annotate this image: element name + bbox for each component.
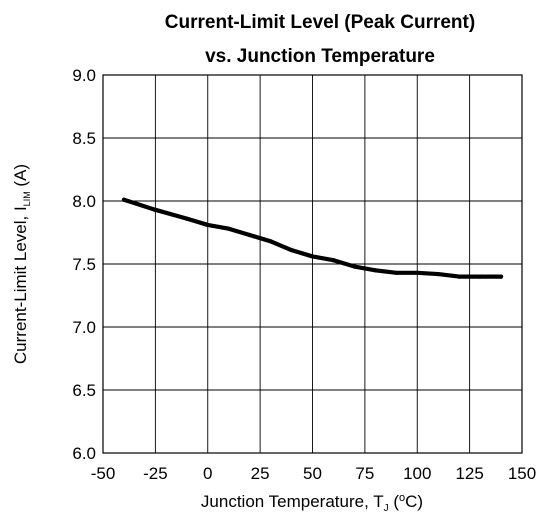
x-tick-label: 25 (251, 464, 270, 483)
data-point (436, 271, 441, 277)
y-tick-label: 6.0 (72, 444, 96, 463)
x-tick-label: -50 (91, 464, 116, 483)
y-tick-label: 8.0 (72, 192, 96, 211)
data-point (310, 254, 315, 259)
data-point (415, 270, 420, 275)
x-axis-label-unit-close: C) (405, 492, 423, 511)
x-axis-label-unit-open: ( (389, 492, 400, 511)
grid-lines (102, 74, 523, 454)
x-axis-label-subscript: J (384, 503, 389, 514)
y-tick-label: 8.5 (72, 129, 96, 148)
data-series (121, 197, 504, 279)
data-point (268, 239, 273, 244)
data-point (498, 274, 504, 279)
x-axis-label-unit-superscript: o (399, 492, 405, 504)
data-point (121, 197, 127, 202)
series-line (121, 197, 504, 279)
data-point (331, 258, 336, 263)
data-point (205, 222, 210, 228)
y-tick-label: 7.0 (72, 318, 96, 337)
data-point (184, 216, 189, 221)
y-axis-label-subscript: LIM (22, 191, 32, 206)
y-tick-label: 9.0 (72, 66, 96, 85)
data-point (226, 226, 231, 231)
x-tick-label: -25 (143, 464, 168, 483)
y-tick-label: 7.5 (72, 255, 96, 274)
data-point (247, 232, 252, 238)
x-tick-label: 125 (455, 464, 483, 483)
x-tick-label: 150 (508, 464, 536, 483)
x-tick-label: 50 (303, 464, 322, 483)
data-point (373, 268, 378, 273)
data-point (394, 270, 399, 275)
x-axis-label: Junction Temperature, TJ (oC) (201, 492, 423, 514)
x-tick-label: 0 (203, 464, 212, 483)
x-tick-label: 75 (355, 464, 374, 483)
chart-subtitle: vs. Junction Temperature (205, 46, 435, 67)
y-axis-label-unit: (A) (11, 164, 30, 191)
y-tick-label: 6.5 (72, 381, 96, 400)
data-point (478, 274, 483, 279)
data-point (289, 248, 294, 253)
data-point (153, 207, 158, 212)
y-tick-labels: 6.0 6.5 7.0 7.5 8.0 8.5 9.0 (72, 66, 96, 463)
x-tick-labels: -50 -25 0 25 50 75 100 125 150 (91, 464, 536, 483)
x-axis-label-text: Junction Temperature, T (201, 492, 384, 511)
x-tick-label: 100 (403, 464, 431, 483)
y-axis-label-text: Current-Limit Level, I (11, 206, 30, 364)
y-axis-label: Current-Limit Level, ILIM (A) (11, 164, 32, 364)
chart-title: Current-Limit Level (Peak Current) (165, 12, 475, 33)
data-point (352, 264, 357, 269)
data-point (457, 274, 462, 279)
